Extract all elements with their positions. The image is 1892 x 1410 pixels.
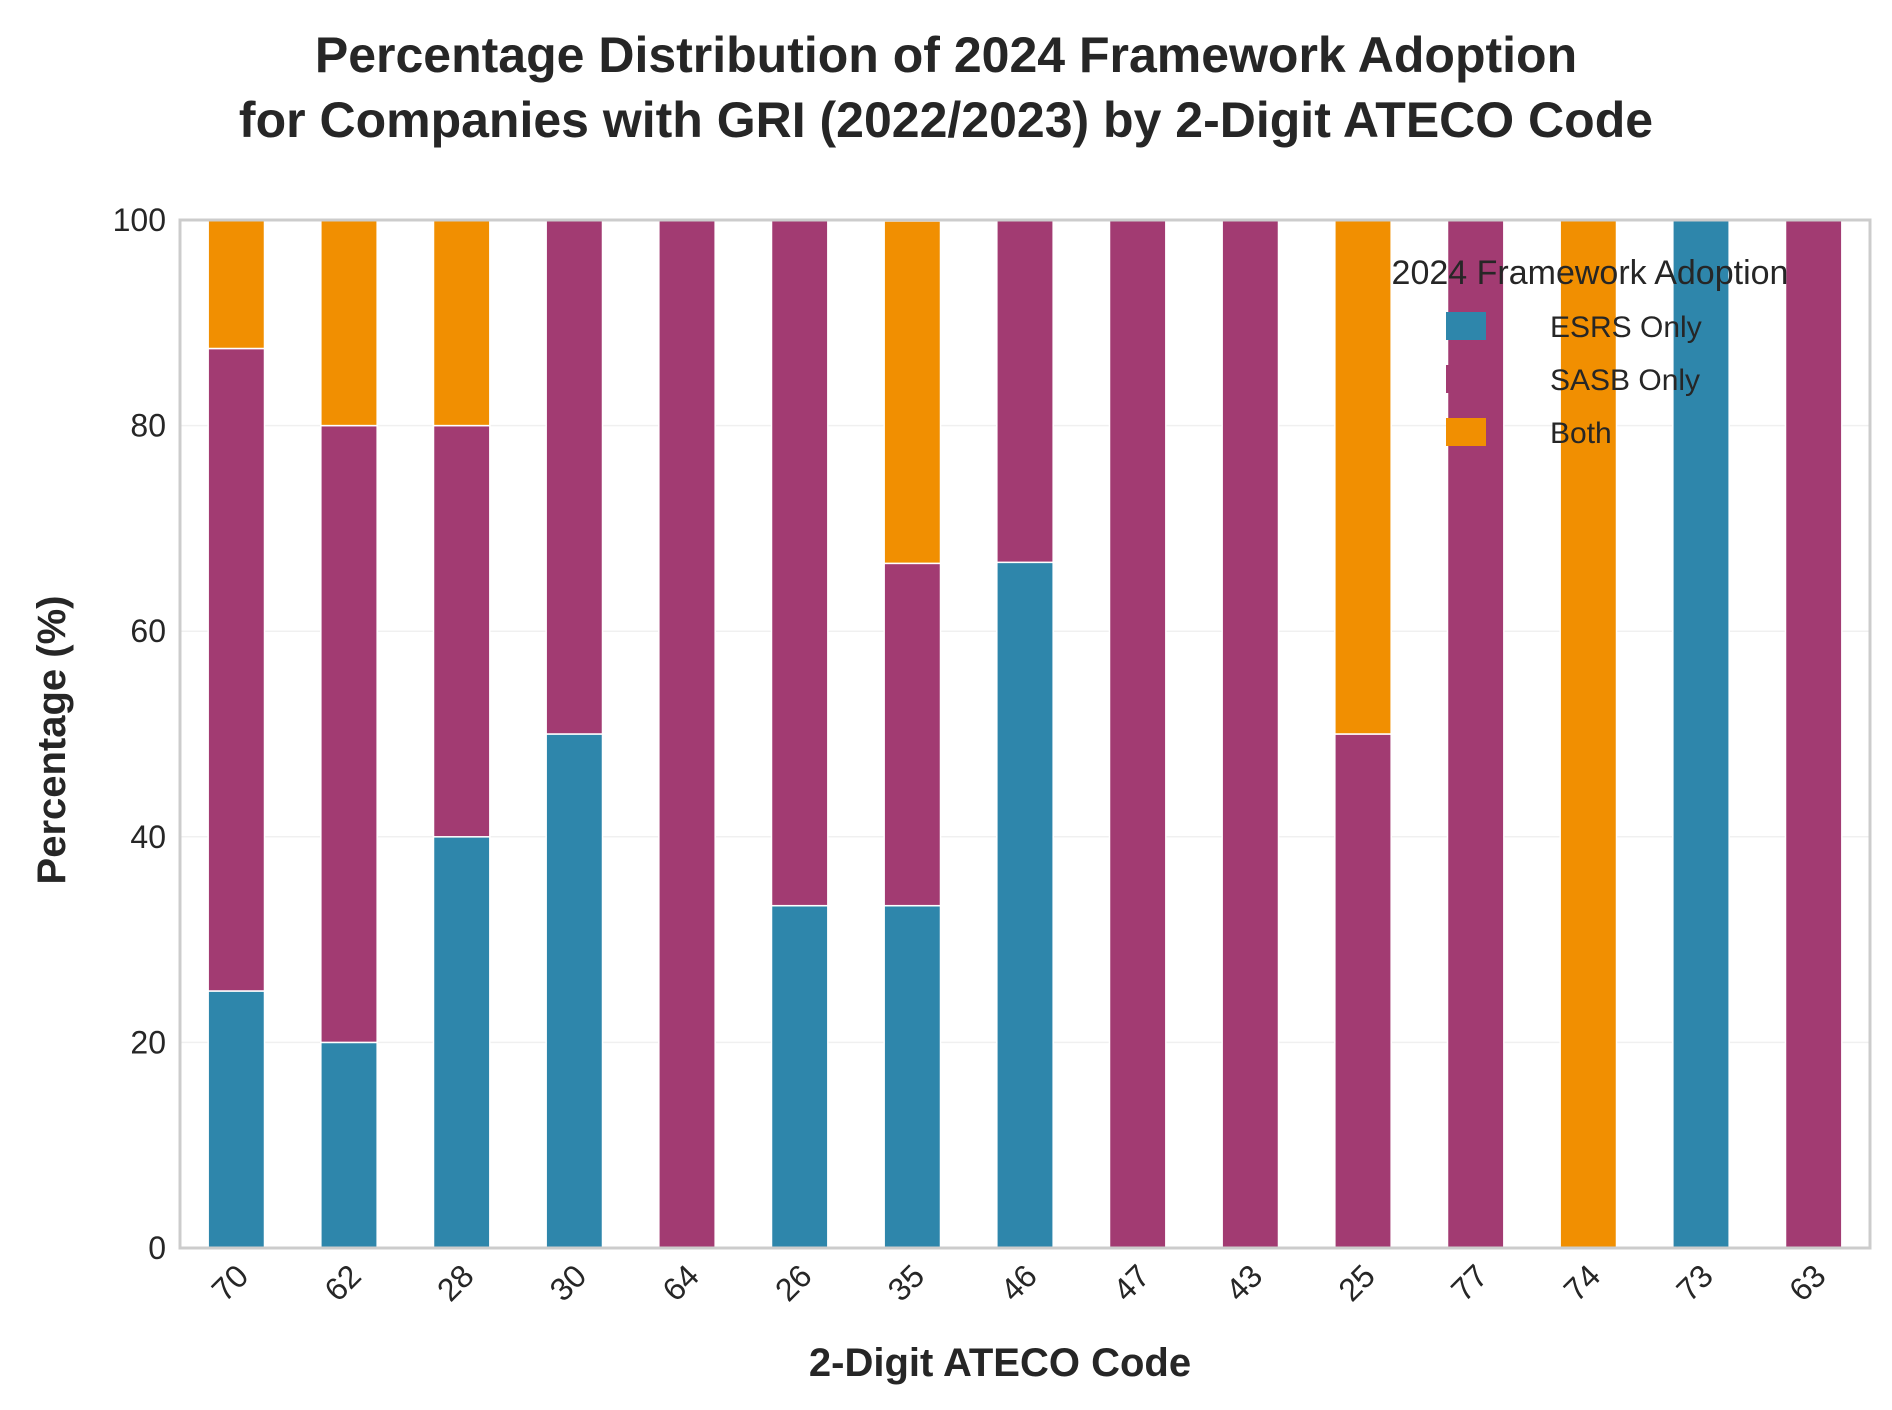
bar-43-sasb-only	[1221, 219, 1280, 1249]
x-tick-label: 28	[430, 1257, 481, 1308]
y-tick-label: 20	[130, 1024, 166, 1060]
x-tick-label: 77	[1444, 1257, 1495, 1308]
legend-swatch	[1446, 312, 1486, 340]
bar-35-both	[883, 220, 942, 565]
y-axis-ticks: 0 20 40 60 80 100	[113, 202, 166, 1266]
y-tick-label: 40	[130, 819, 166, 855]
bar-30-sasb-only	[545, 219, 604, 735]
y-axis-label: Percentage (%)	[30, 596, 74, 885]
bar-47-sasb-only	[1108, 219, 1167, 1249]
bar-35-esrs-only	[883, 904, 942, 1249]
bar-70-sasb-only	[207, 347, 266, 992]
x-tick-label: 43	[1219, 1257, 1270, 1308]
x-tick-label: 26	[768, 1257, 819, 1308]
bar-26-esrs-only	[770, 904, 829, 1249]
chart-title-line1: Percentage Distribution of 2024 Framewor…	[315, 27, 1577, 83]
bar-70-both	[207, 219, 266, 350]
x-axis-ticks: 70 62 28 30 64 26 35 46 47 43 25 77 74 73 63	[205, 1257, 1833, 1308]
bar-25-sasb-only	[1334, 733, 1392, 1249]
bar-62-both	[320, 219, 378, 427]
x-tick-label: 74	[1557, 1257, 1608, 1308]
legend-label: Both	[1550, 417, 1612, 450]
bars	[207, 219, 1843, 1249]
bar-28-esrs-only	[432, 836, 491, 1249]
x-axis-label: 2-Digit ATECO Code	[809, 1341, 1191, 1385]
bar-25-both	[1334, 219, 1392, 735]
bar-62-esrs-only	[320, 1041, 378, 1249]
y-tick-label: 80	[130, 408, 166, 444]
bar-62-sasb-only	[320, 424, 378, 1044]
y-tick-label: 100	[113, 202, 166, 238]
bar-28-both	[432, 219, 491, 427]
bar-64-sasb-only	[658, 219, 716, 1249]
bar-70-esrs-only	[207, 990, 266, 1249]
legend-items: ESRS Only SASB Only Both	[1446, 311, 1702, 450]
bar-46-esrs-only	[996, 561, 1054, 1249]
y-tick-label: 60	[130, 613, 166, 649]
bar-74-both	[1559, 219, 1618, 1249]
legend-swatch	[1446, 365, 1486, 393]
x-tick-label: 70	[205, 1257, 256, 1308]
x-tick-label: 47	[1106, 1257, 1157, 1308]
y-tick-label: 0	[148, 1230, 166, 1266]
x-tick-label: 35	[881, 1257, 932, 1308]
x-tick-label: 63	[1782, 1257, 1833, 1308]
legend-title: 2024 Framework Adoption	[1392, 254, 1789, 292]
bar-63-sasb-only	[1784, 219, 1843, 1249]
legend: 2024 Framework Adoption ESRS Only SASB On…	[1392, 254, 1789, 450]
bar-73-esrs-only	[1672, 219, 1730, 1249]
x-tick-label: 46	[993, 1257, 1044, 1308]
chart-title-line2: for Companies with GRI (2022/2023) by 2-…	[239, 92, 1653, 148]
legend-label: SASB Only	[1550, 364, 1700, 397]
bar-30-esrs-only	[545, 733, 604, 1249]
legend-swatch	[1446, 418, 1486, 446]
x-tick-label: 25	[1331, 1257, 1382, 1308]
x-tick-label: 30	[543, 1257, 594, 1308]
x-tick-label: 64	[655, 1257, 706, 1308]
bar-28-sasb-only	[432, 424, 491, 838]
legend-label: ESRS Only	[1550, 311, 1702, 344]
plot-frame	[178, 218, 1872, 1250]
bar-35-sasb-only	[883, 562, 942, 907]
x-tick-label: 62	[317, 1257, 368, 1308]
x-tick-label: 73	[1669, 1257, 1720, 1308]
bar-46-sasb-only	[996, 219, 1054, 564]
bar-26-sasb-only	[770, 219, 829, 907]
